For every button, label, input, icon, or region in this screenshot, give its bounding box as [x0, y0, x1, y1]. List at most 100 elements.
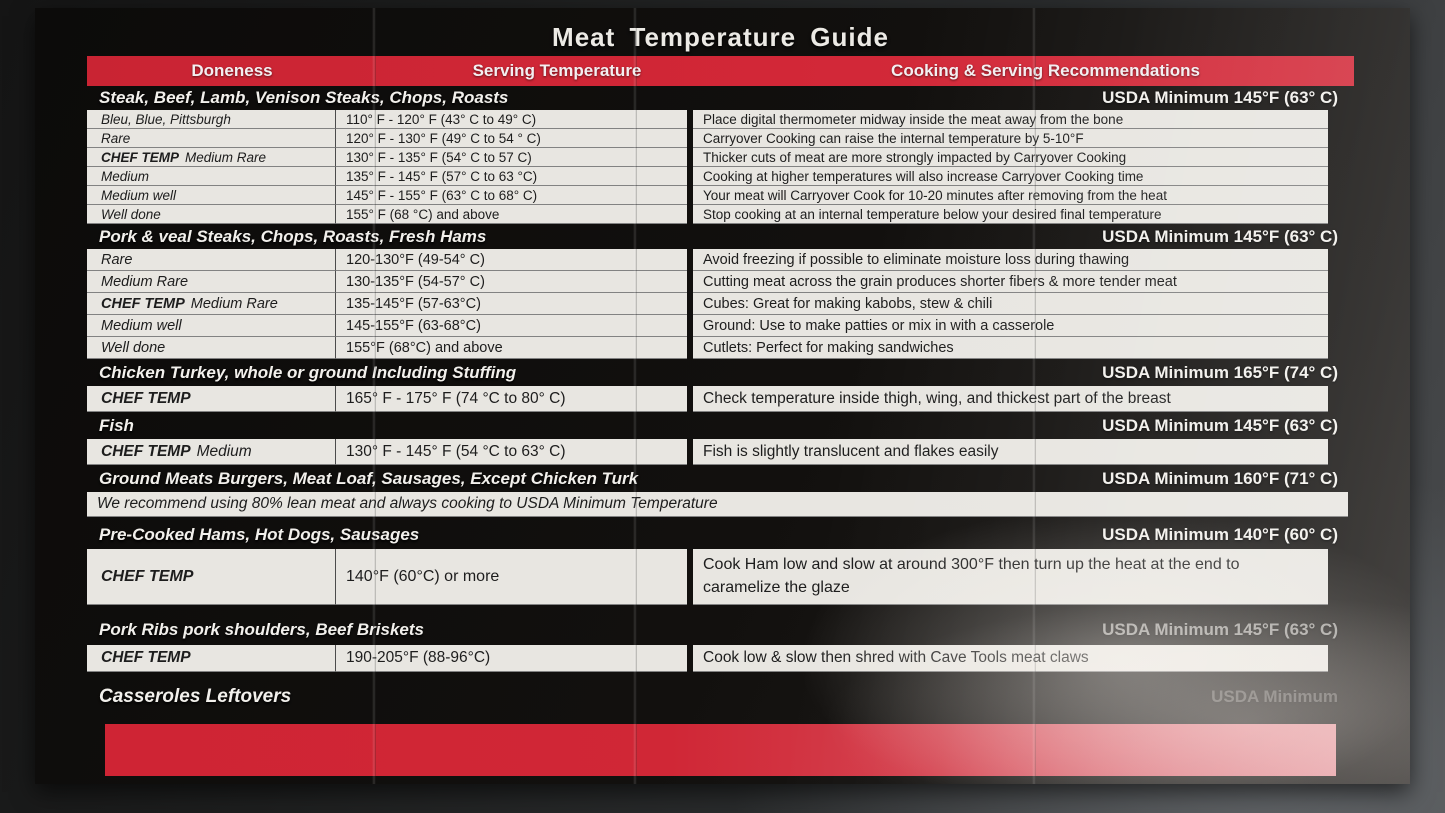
table-row: CHEF TEMP Medium Rare 135-145°F (57-63°C)…: [87, 293, 1328, 315]
section-header: Casseroles Leftovers USDA Minimum: [87, 680, 1354, 714]
column-header-recommendations: Cooking & Serving Recommendations: [891, 61, 1200, 80]
serving-temp-cell: 110° F - 120° F (43° C to 49° C): [335, 110, 687, 129]
section-header: Ground Meats Burgers, Meat Loaf, Sausage…: [87, 465, 1354, 492]
usda-minimum-label: USDA Minimum 145°F (63° C): [1102, 88, 1338, 107]
doneness-label: Medium: [196, 442, 252, 460]
chef-temp-label: CHEF TEMP: [101, 649, 191, 666]
chef-temp-label: CHEF TEMP: [101, 295, 185, 312]
note-cell: Fish is slightly translucent and flakes …: [693, 439, 1328, 465]
doneness-label: Bleu, Blue, Pittsburgh: [101, 111, 231, 127]
serving-temp-cell: 135° F - 145° F (57° C to 63 °C): [335, 167, 687, 186]
doneness-cell: Medium: [87, 167, 335, 186]
usda-minimum-label: USDA Minimum: [1211, 687, 1338, 706]
section-header: Pork Ribs pork shoulders, Beef Briskets …: [87, 615, 1354, 645]
table-row: Medium Rare 130-135°F (54-57° C) Cutting…: [87, 271, 1328, 293]
note-cell: Check temperature inside thigh, wing, an…: [693, 386, 1328, 412]
usda-minimum-label: USDA Minimum 140°F (60° C): [1102, 525, 1338, 544]
column-header-doneness: Doneness: [191, 61, 273, 80]
serving-temp-cell: 130° F - 145° F (54 °C to 63° C): [335, 439, 687, 465]
section-title: Pre-Cooked Hams, Hot Dogs, Sausages: [99, 525, 420, 544]
doneness-label: Medium Rare: [185, 149, 267, 165]
section-rows: Bleu, Blue, Pittsburgh 110° F - 120° F (…: [87, 110, 1328, 224]
doneness-label: Medium well: [101, 317, 182, 334]
table-row: CHEF TEMP Medium 130° F - 145° F (54 °C t…: [87, 439, 1328, 465]
section-title: Steak, Beef, Lamb, Venison Steaks, Chops…: [99, 88, 509, 107]
section-header: Pork & veal Steaks, Chops, Roasts, Fresh…: [87, 224, 1354, 249]
doneness-cell: CHEF TEMP Medium Rare: [87, 293, 335, 315]
section-title: Chicken Turkey, whole or ground Includin…: [99, 362, 517, 382]
note-cell: Ground: Use to make patties or mix in wi…: [693, 315, 1328, 337]
section-header: Fish USDA Minimum 145°F (63° C): [87, 412, 1354, 439]
serving-temp-cell: 165° F - 175° F (74 °C to 80° C): [335, 386, 687, 412]
section-rows: Rare 120-130°F (49-54° C) Avoid freezing…: [87, 249, 1328, 359]
table-row: CHEF TEMP 165° F - 175° F (74 °C to 80° …: [87, 386, 1328, 412]
serving-temp-cell: 155° F (68 °C) and above: [335, 205, 687, 224]
section-fish: Fish USDA Minimum 145°F (63° C) CHEF TEM…: [87, 412, 1354, 465]
usda-minimum-label: USDA Minimum 145°F (63° C): [1102, 620, 1338, 639]
doneness-cell: Medium Rare: [87, 271, 335, 293]
section-rows: CHEF TEMP Medium 130° F - 145° F (54 °C t…: [87, 439, 1328, 465]
footer-red-band: [105, 724, 1336, 776]
doneness-cell: CHEF TEMP: [87, 549, 335, 605]
section-pork-veal: Pork & veal Steaks, Chops, Roasts, Fresh…: [87, 224, 1354, 359]
section-steak: Steak, Beef, Lamb, Venison Steaks, Chops…: [87, 86, 1354, 224]
doneness-label: Medium Rare: [190, 295, 278, 312]
doneness-cell: CHEF TEMP: [87, 386, 335, 412]
section-casseroles: Casseroles Leftovers USDA Minimum: [87, 680, 1354, 714]
serving-temp-cell: 135-145°F (57-63°C): [335, 293, 687, 315]
doneness-cell: Rare: [87, 249, 335, 271]
card-content: Meat Temperature Guide Doneness Serving …: [35, 8, 1410, 776]
serving-temp-cell: 130-135°F (54-57° C): [335, 271, 687, 293]
serving-temp-cell: 155°F (68°C) and above: [335, 337, 687, 359]
section-header: Steak, Beef, Lamb, Venison Steaks, Chops…: [87, 86, 1354, 110]
serving-temp-cell: 190-205°F (88-96°C): [335, 645, 687, 672]
note-cell: Cook low & slow then shred with Cave Too…: [693, 645, 1328, 672]
note-cell: Place digital thermometer midway inside …: [693, 110, 1328, 129]
table-row: Bleu, Blue, Pittsburgh 110° F - 120° F (…: [87, 110, 1328, 129]
serving-temp-cell: 145° F - 155° F (63° C to 68° C): [335, 186, 687, 205]
section-precooked-hams: Pre-Cooked Hams, Hot Dogs, Sausages USDA…: [87, 521, 1354, 605]
doneness-cell: CHEF TEMP: [87, 645, 335, 672]
table-row: Medium well 145-155°F (63-68°C) Ground: …: [87, 315, 1328, 337]
section-pork-ribs: Pork Ribs pork shoulders, Beef Briskets …: [87, 615, 1354, 672]
section-chicken-turkey: Chicken Turkey, whole or ground Includin…: [87, 359, 1354, 412]
table-row: Medium 135° F - 145° F (57° C to 63 °C) …: [87, 167, 1328, 186]
note-cell: Cubes: Great for making kabobs, stew & c…: [693, 293, 1328, 315]
page-title: Meat Temperature Guide: [552, 22, 889, 52]
note-cell: Cutlets: Perfect for making sandwiches: [693, 337, 1328, 359]
meat-temperature-card: Meat Temperature Guide Doneness Serving …: [35, 8, 1410, 784]
doneness-cell: Rare: [87, 129, 335, 148]
serving-temp-cell: 145-155°F (63-68°C): [335, 315, 687, 337]
section-title: Ground Meats Burgers, Meat Loaf, Sausage…: [99, 468, 639, 488]
chef-temp-label: CHEF TEMP: [101, 442, 191, 460]
section-rows: We recommend using 80% lean meat and alw…: [87, 492, 1348, 517]
table-row: CHEF TEMP 190-205°F (88-96°C) Cook low &…: [87, 645, 1328, 672]
usda-minimum-label: USDA Minimum 160°F (71° C): [1102, 468, 1338, 488]
serving-temp-cell: 140°F (60°C) or more: [335, 549, 687, 605]
doneness-label: Well done: [101, 339, 166, 356]
doneness-label: Well done: [101, 206, 161, 222]
note-cell: Avoid freezing if possible to eliminate …: [693, 249, 1328, 271]
note-cell: Carryover Cooking can raise the internal…: [693, 129, 1328, 148]
section-title: Pork & veal Steaks, Chops, Roasts, Fresh…: [99, 226, 487, 246]
doneness-cell: Well done: [87, 337, 335, 359]
doneness-label: Medium: [101, 168, 150, 184]
note-cell: Thicker cuts of meat are more strongly i…: [693, 148, 1328, 167]
table-row: Well done 155°F (68°C) and above Cutlets…: [87, 337, 1328, 359]
usda-minimum-label: USDA Minimum 145°F (63° C): [1102, 226, 1338, 246]
doneness-label: Medium well: [101, 187, 177, 203]
doneness-label: Rare: [101, 130, 131, 146]
section-title: Fish: [99, 415, 134, 435]
table-row: CHEF TEMP Medium Rare 130° F - 135° F (54…: [87, 148, 1328, 167]
section-rows: CHEF TEMP 140°F (60°C) or more Cook Ham …: [87, 549, 1328, 605]
doneness-label: Rare: [101, 251, 133, 268]
usda-minimum-label: USDA Minimum 145°F (63° C): [1102, 415, 1338, 435]
doneness-cell: Medium well: [87, 186, 335, 205]
doneness-cell: Medium well: [87, 315, 335, 337]
section-rows: CHEF TEMP 165° F - 175° F (74 °C to 80° …: [87, 386, 1328, 412]
chef-temp-label: CHEF TEMP: [101, 389, 191, 407]
table-row: We recommend using 80% lean meat and alw…: [87, 492, 1348, 517]
section-ground-meats: Ground Meats Burgers, Meat Loaf, Sausage…: [87, 465, 1354, 517]
doneness-cell: CHEF TEMP Medium Rare: [87, 148, 335, 167]
note-cell: Cutting meat across the grain produces s…: [693, 271, 1328, 293]
